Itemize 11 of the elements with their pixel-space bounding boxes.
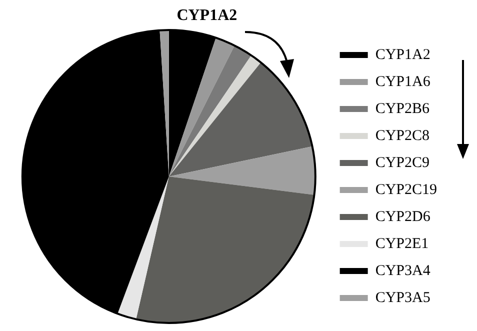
legend-label: CYP1A2 (375, 46, 430, 63)
legend-label: CYP2C9 (375, 154, 430, 171)
legend-label: CYP2C19 (375, 182, 438, 198)
legend-label: CYP3A5 (375, 290, 430, 306)
legend-label: CYP2E1 (375, 236, 429, 252)
legend-label: CYP2C8 (375, 128, 430, 144)
legend-label: CYP2D6 (375, 208, 431, 225)
legend-label: CYP3A4 (375, 262, 431, 279)
legend-label: CYP2B6 (375, 100, 430, 117)
text: CYP1A2 (176, 7, 238, 24)
legend-label: CYP1A6 (375, 74, 431, 90)
